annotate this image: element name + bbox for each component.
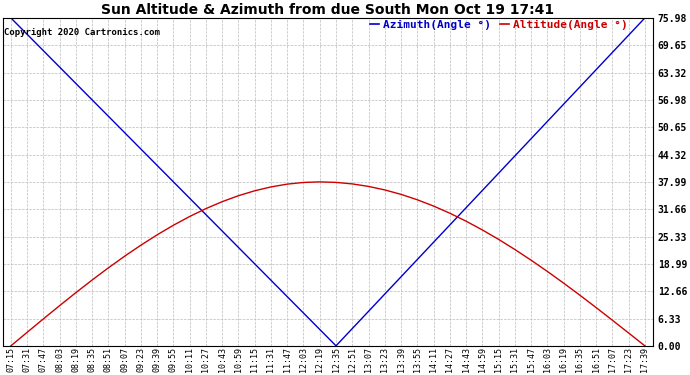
Title: Sun Altitude & Azimuth from due South Mon Oct 19 17:41: Sun Altitude & Azimuth from due South Mo… <box>101 3 555 17</box>
Legend: Azimuth(Angle °), Altitude(Angle °): Azimuth(Angle °), Altitude(Angle °) <box>370 20 628 30</box>
Text: Copyright 2020 Cartronics.com: Copyright 2020 Cartronics.com <box>4 28 160 37</box>
